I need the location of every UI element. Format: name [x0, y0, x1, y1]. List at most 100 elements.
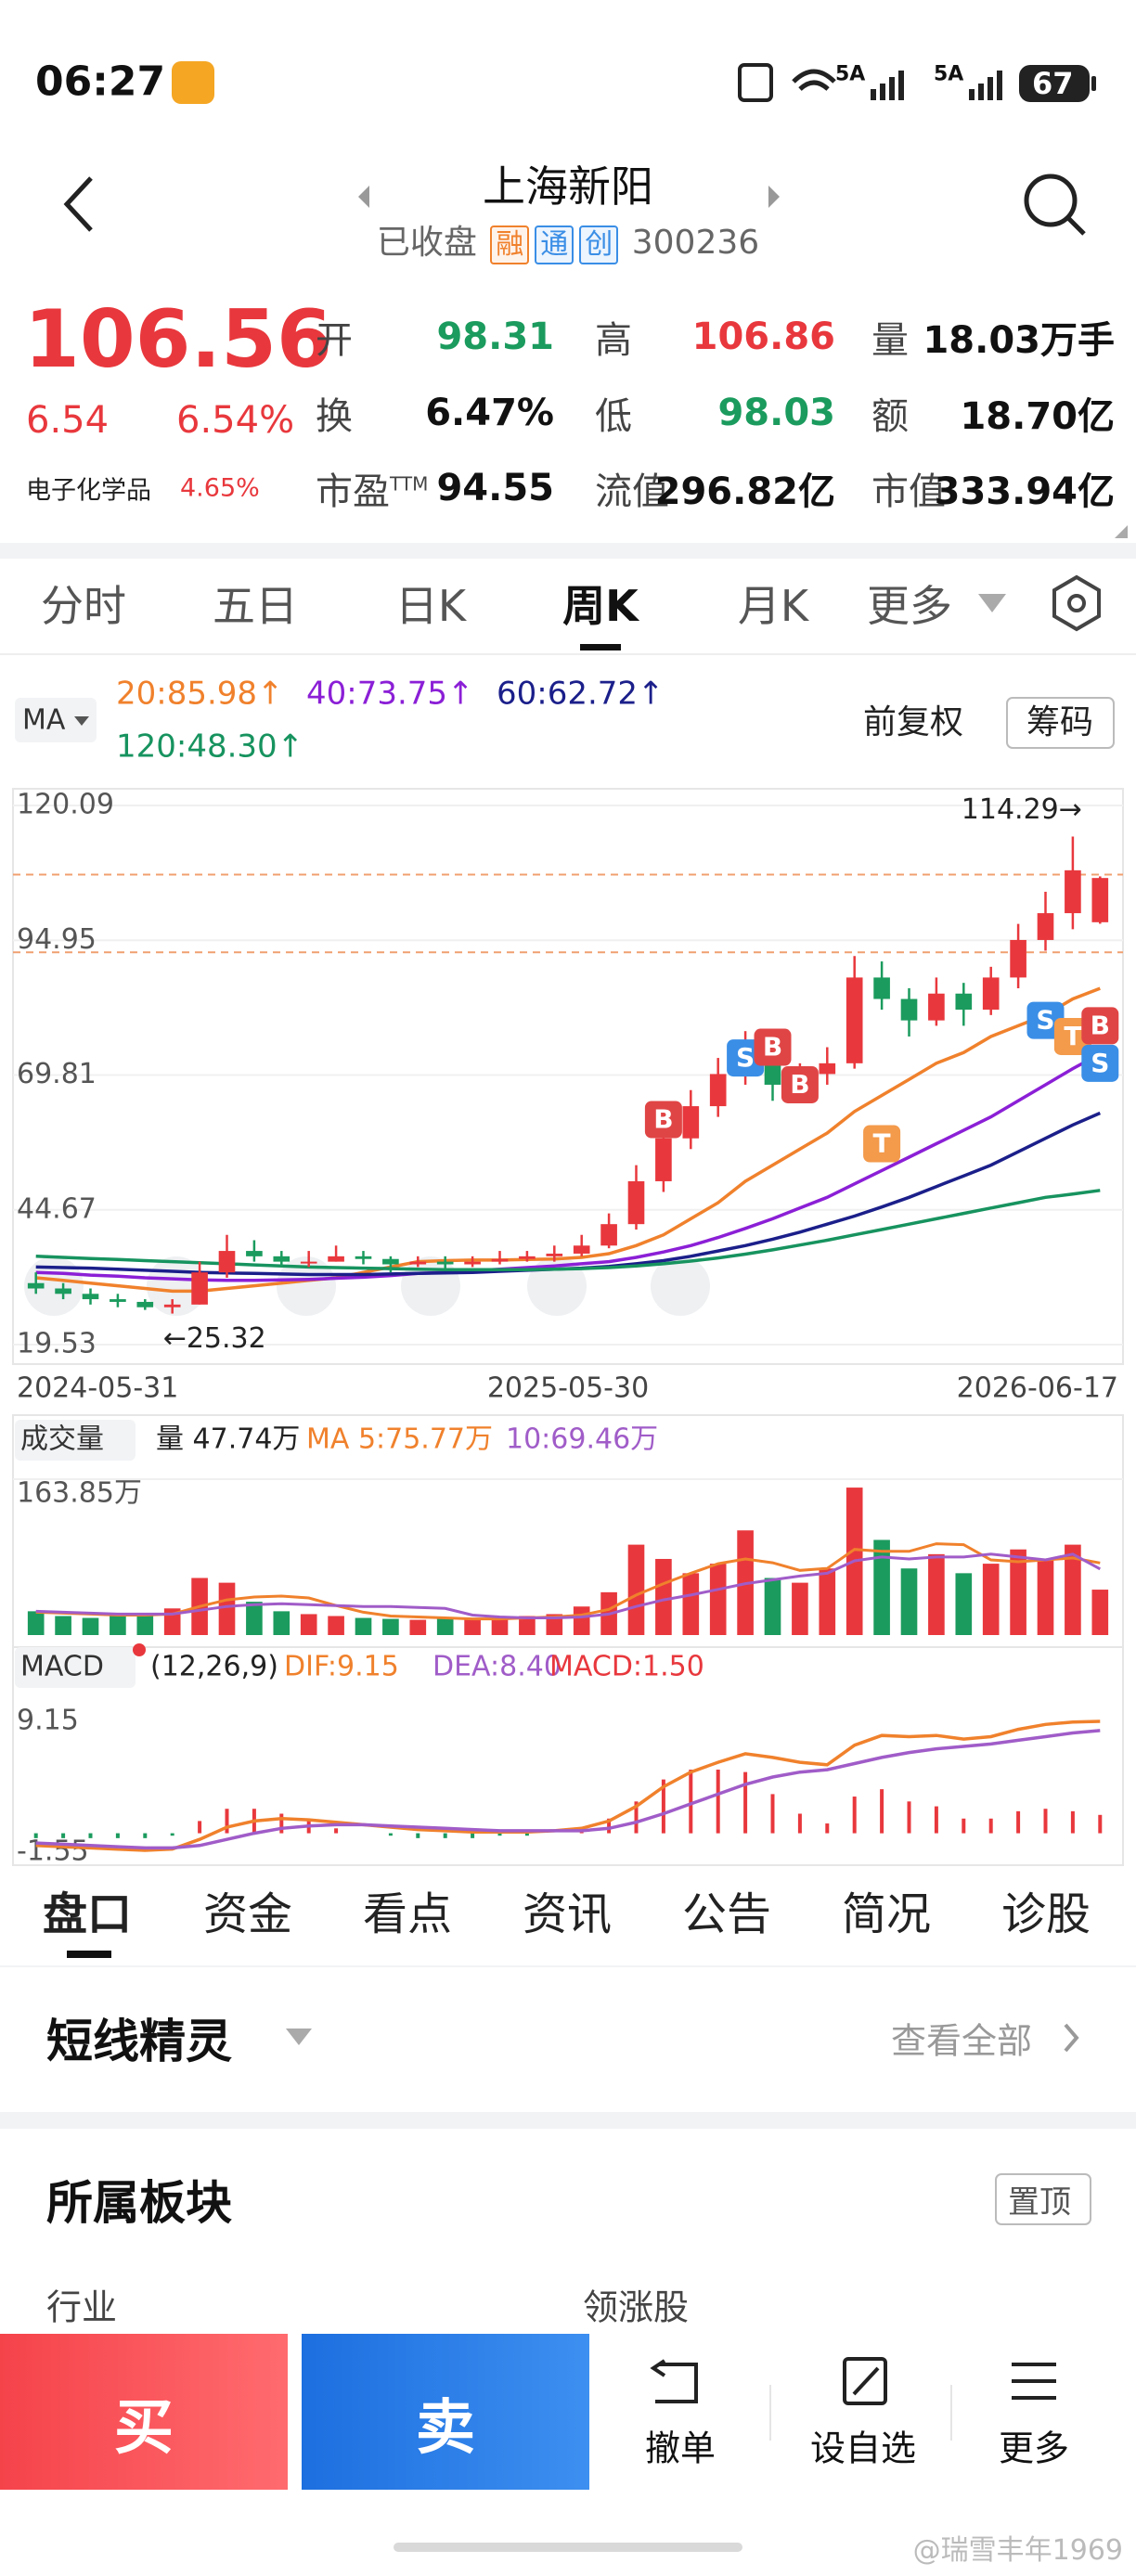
candle-body: [982, 977, 1000, 1011]
bottom-tab-underline: [67, 1951, 111, 1958]
volume-bar: [873, 1539, 890, 1635]
x-date-label: 2025-05-30: [487, 1372, 649, 1405]
field-label-text: 额: [871, 395, 909, 438]
detail-tab[interactable]: 诊股: [1000, 1888, 1091, 1940]
volume-legend: MA 5:75.77万: [306, 1423, 493, 1456]
field-value: 6.47%: [425, 392, 554, 434]
volume-selector-box[interactable]: [15, 1420, 136, 1461]
detail-tab[interactable]: 看点: [362, 1888, 453, 1940]
volume-bar: [928, 1553, 945, 1635]
app-icon: [172, 61, 214, 104]
candle-body: [955, 993, 973, 1011]
volume-bar: [246, 1602, 263, 1635]
action-item[interactable]: 撤单: [644, 2428, 716, 2469]
volume-bar: [627, 1544, 645, 1635]
macd-title[interactable]: MACD: [20, 1651, 104, 1683]
ma-selector-box[interactable]: [15, 698, 97, 742]
action-item[interactable]: 设自选: [809, 2428, 917, 2469]
short-line-title[interactable]: 短线精灵: [46, 2015, 232, 2068]
candle-body: [273, 1256, 290, 1262]
y-tick-label: 19.53: [17, 1328, 97, 1360]
signal-marker-label: T: [1064, 1021, 1081, 1051]
volume-bar: [846, 1488, 863, 1635]
x-date-label: 2026-06-17: [957, 1372, 1118, 1405]
candle-body: [1037, 913, 1054, 940]
detail-tab[interactable]: 公告: [681, 1888, 772, 1940]
period-tab[interactable]: 日K: [394, 581, 467, 631]
volume-bar: [1091, 1590, 1109, 1635]
period-tab[interactable]: 分时: [41, 581, 126, 631]
period-tab[interactable]: 月K: [737, 581, 809, 631]
candle-body: [409, 1261, 427, 1265]
separator: [0, 1965, 1136, 1967]
volume-bar: [382, 1618, 399, 1635]
expand-corner: [1115, 525, 1128, 538]
adjust-mode[interactable]: 前复权: [863, 703, 963, 741]
candle-body: [300, 1261, 317, 1264]
candle-body: [792, 1074, 808, 1085]
price-change: 6.54: [26, 399, 110, 442]
chips-button[interactable]: 筹码: [1026, 703, 1093, 741]
y-tick-label: 163.85万: [17, 1477, 142, 1510]
ma-selector-arrow: [74, 716, 89, 726]
volume-bar: [218, 1582, 236, 1635]
signal-marker: [727, 1039, 765, 1077]
volume-legend: 量 47.74万: [156, 1423, 300, 1456]
field-label: 市值: [871, 461, 946, 515]
volume-bar: [464, 1618, 481, 1635]
ma-selector[interactable]: MA: [22, 704, 66, 737]
stock-title: 上海新阳: [483, 161, 653, 212]
volume-bar: [163, 1608, 181, 1635]
field-label-text: 流值: [595, 470, 669, 513]
field-value: 333.94亿: [934, 470, 1115, 513]
candle-body: [163, 1304, 181, 1307]
sell-button[interactable]: 卖: [416, 2394, 475, 2463]
volume-bar: [491, 1617, 509, 1635]
period-tab[interactable]: 五日: [213, 581, 298, 631]
candle-body: [928, 993, 945, 1021]
detail-tab[interactable]: 简况: [841, 1888, 932, 1940]
period-tab[interactable]: 更多: [867, 581, 952, 631]
candle-body: [627, 1180, 645, 1225]
macd-legend: MACD:1.50: [549, 1651, 704, 1683]
signal-marker: [644, 1101, 682, 1139]
field-label: 换: [316, 386, 353, 440]
detail-tab[interactable]: 盘口: [42, 1888, 133, 1940]
volume-bar: [682, 1573, 700, 1635]
buy-button[interactable]: 买: [114, 2394, 174, 2463]
candle-body: [709, 1074, 727, 1107]
candle-body: [191, 1272, 208, 1305]
network-label: 5A: [835, 62, 866, 86]
ma-legend: 120:48.30↑: [116, 728, 303, 766]
field-value: 296.82亿: [654, 470, 835, 513]
period-tab[interactable]: 周K: [562, 581, 639, 631]
volume-bar: [27, 1611, 45, 1635]
volume-bar: [136, 1616, 154, 1635]
action-item[interactable]: 更多: [998, 2428, 1070, 2469]
pin-button[interactable]: 置顶: [1008, 2183, 1071, 2222]
candle-body: [900, 998, 918, 1021]
price-change-pct: 6.54%: [176, 399, 295, 442]
ma-legend: 60:62.72↑: [497, 676, 665, 713]
macd-selector-box[interactable]: [15, 1647, 136, 1688]
candle-body: [464, 1261, 481, 1265]
candle-body: [27, 1282, 45, 1289]
detail-tab[interactable]: 资讯: [522, 1888, 613, 1940]
badge: 通: [535, 225, 574, 264]
candle-body: [873, 977, 890, 999]
candle-body: [682, 1106, 700, 1139]
detail-tab[interactable]: 资金: [202, 1888, 293, 1940]
candle-body: [846, 977, 863, 1063]
watch-icon-pen: [852, 2366, 880, 2396]
candle-body: [328, 1256, 344, 1262]
macd-legend: DEA:8.40: [432, 1651, 562, 1683]
candle-body: [355, 1256, 372, 1259]
volume-title[interactable]: 成交量: [20, 1423, 104, 1456]
more-icon: [1012, 2363, 1056, 2400]
volume-legend: 10:69.46万: [506, 1423, 658, 1456]
status-time: 06:27: [35, 58, 166, 106]
chips-button-box[interactable]: [1006, 697, 1115, 749]
candle-body: [819, 1063, 836, 1075]
short-line-link[interactable]: 查看全部: [891, 2020, 1033, 2062]
settings-icon[interactable]: [1052, 574, 1101, 632]
